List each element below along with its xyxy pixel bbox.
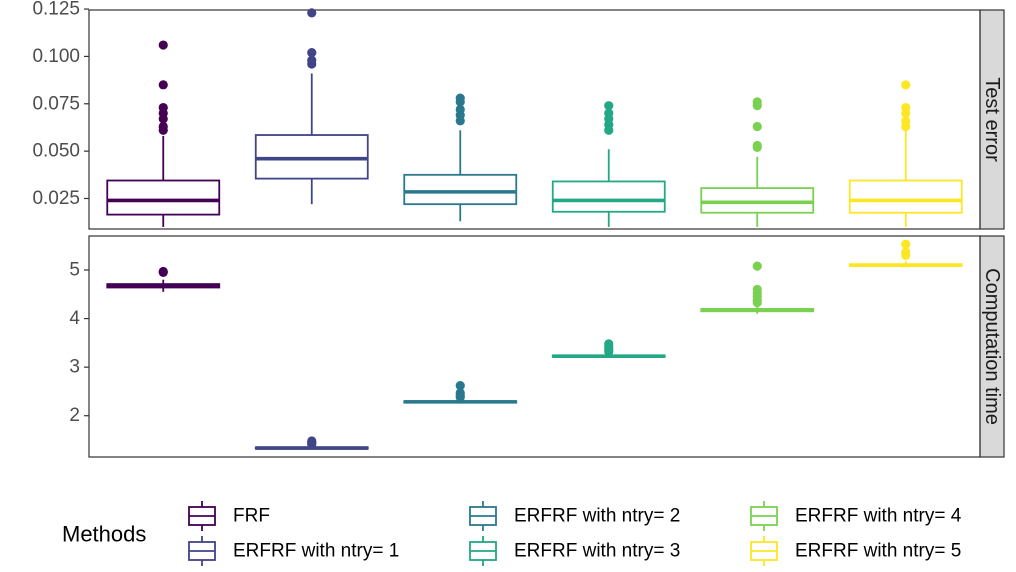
facet-strip-label: Computation time bbox=[981, 268, 1003, 425]
box bbox=[254, 134, 369, 180]
legend-title: Methods bbox=[62, 522, 146, 547]
outlier-point bbox=[158, 114, 168, 124]
y-tick-label: 4 bbox=[69, 308, 80, 329]
outlier-point bbox=[752, 297, 762, 308]
y-tick-label: 0.125 bbox=[32, 0, 80, 20]
outlier-point bbox=[455, 381, 465, 391]
outlier-point bbox=[604, 101, 614, 111]
outlier-point bbox=[455, 392, 465, 402]
boxplot-1 bbox=[106, 266, 221, 292]
y-tick-label: 3 bbox=[69, 357, 80, 378]
outlier-point bbox=[158, 80, 168, 90]
outlier-point bbox=[307, 439, 317, 449]
legend-label-4: ERFRF with ntry= 3 bbox=[514, 541, 680, 562]
outlier-point bbox=[901, 80, 911, 90]
y-tick-label: 2 bbox=[69, 405, 80, 426]
outlier-point bbox=[158, 40, 168, 50]
boxplot-4 bbox=[551, 101, 666, 227]
legend-label-6: ERFRF with ntry= 5 bbox=[795, 541, 961, 562]
box bbox=[848, 179, 963, 214]
boxplot-1 bbox=[106, 40, 221, 227]
legend-key-1 bbox=[188, 501, 216, 531]
legend-key-3 bbox=[469, 501, 497, 531]
box bbox=[106, 179, 221, 216]
outlier-point bbox=[901, 121, 911, 132]
facet-strip-label: Test error bbox=[981, 77, 1003, 162]
boxplot-6 bbox=[848, 80, 963, 227]
outlier-point bbox=[455, 97, 465, 107]
legend-label-3: ERFRF with ntry= 2 bbox=[514, 506, 680, 527]
box bbox=[551, 180, 666, 213]
outlier-point bbox=[752, 261, 762, 271]
legend-label-2: ERFRF with ntry= 1 bbox=[233, 541, 399, 562]
outlier-point bbox=[604, 125, 614, 135]
panel-border bbox=[88, 9, 981, 230]
boxplot-5 bbox=[700, 97, 815, 227]
boxplot-2 bbox=[254, 8, 369, 205]
y-tick-label: 5 bbox=[69, 260, 80, 281]
outlier-point bbox=[752, 142, 762, 152]
boxplot-3 bbox=[403, 93, 518, 222]
boxplot-5 bbox=[700, 261, 815, 314]
boxplot-4 bbox=[551, 339, 666, 359]
legend-key-4 bbox=[469, 536, 497, 566]
legend-key-6 bbox=[750, 536, 778, 566]
legend-label-1: FRF bbox=[233, 506, 270, 527]
legend-key-2 bbox=[188, 536, 216, 566]
y-tick-label: 0.100 bbox=[32, 46, 80, 67]
y-tick-label: 0.025 bbox=[32, 188, 80, 209]
outlier-point bbox=[455, 116, 465, 126]
box bbox=[700, 187, 815, 214]
box bbox=[403, 173, 518, 206]
legend-key-5 bbox=[750, 501, 778, 531]
outlier-point bbox=[901, 239, 911, 249]
facet-strip bbox=[979, 235, 1005, 458]
boxplot-3 bbox=[403, 381, 518, 404]
y-tick-label: 0.050 bbox=[32, 141, 80, 162]
outlier-point bbox=[901, 250, 911, 261]
y-tick-label: 0.075 bbox=[32, 93, 80, 114]
panel-border bbox=[88, 235, 981, 458]
legend-label-5: ERFRF with ntry= 4 bbox=[795, 506, 962, 527]
outlier-point bbox=[158, 267, 168, 278]
boxplot-6 bbox=[848, 239, 963, 268]
outlier-point bbox=[307, 8, 317, 18]
outlier-point bbox=[604, 347, 614, 357]
outlier-point bbox=[307, 59, 317, 69]
outlier-point bbox=[901, 108, 911, 118]
outlier-point bbox=[158, 125, 168, 135]
outlier-point bbox=[752, 121, 762, 132]
outlier-point bbox=[752, 101, 762, 111]
outlier-point bbox=[307, 48, 317, 58]
boxplot-2 bbox=[254, 436, 369, 450]
